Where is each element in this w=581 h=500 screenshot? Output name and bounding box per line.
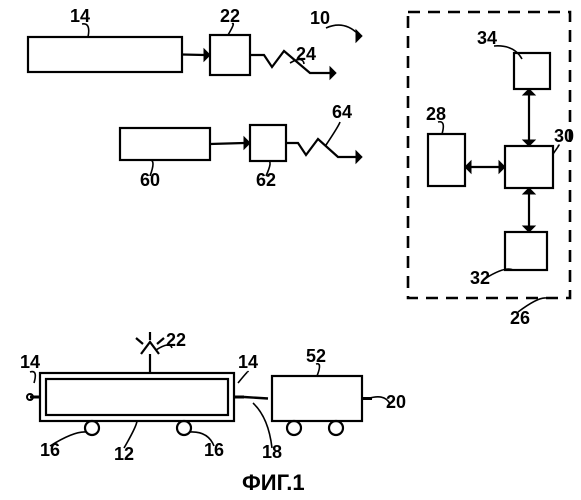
label-52: 52 <box>306 346 326 366</box>
label-16-left: 16 <box>40 440 60 460</box>
label-14-right: 14 <box>238 352 258 372</box>
label-34: 34 <box>477 28 497 48</box>
label-60: 60 <box>140 170 160 190</box>
label-10: 10 <box>310 8 330 28</box>
label-14-left: 14 <box>20 352 40 372</box>
group-26 <box>408 12 570 298</box>
label-62: 62 <box>256 170 276 190</box>
label-28: 28 <box>426 104 446 124</box>
label-64: 64 <box>332 102 352 122</box>
label-22-antenna: 22 <box>166 330 186 350</box>
figure-caption: ФИГ.1 <box>242 470 305 495</box>
label-24: 24 <box>296 44 316 64</box>
label-14-top: 14 <box>70 6 90 26</box>
label-22-top: 22 <box>220 6 240 26</box>
label-16-right: 16 <box>204 440 224 460</box>
label-30: 30 <box>554 126 574 146</box>
